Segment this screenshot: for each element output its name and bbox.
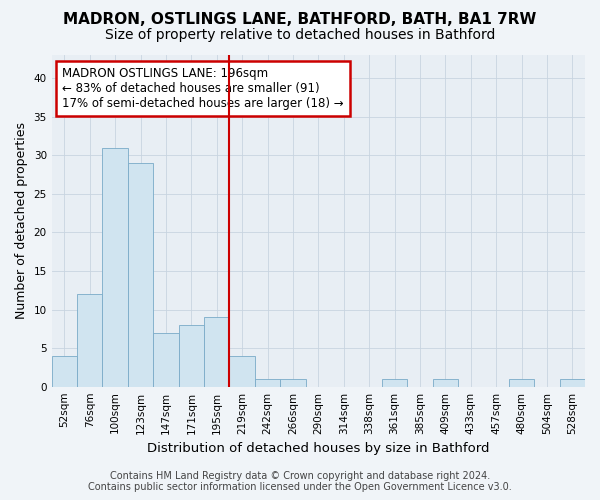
X-axis label: Distribution of detached houses by size in Bathford: Distribution of detached houses by size … [147,442,490,455]
Bar [229,356,255,386]
Bar [103,148,128,386]
Bar [280,379,305,386]
Bar [433,379,458,386]
Text: MADRON, OSTLINGS LANE, BATHFORD, BATH, BA1 7RW: MADRON, OSTLINGS LANE, BATHFORD, BATH, B… [64,12,536,28]
Bar [204,318,229,386]
Bar [255,379,280,386]
Bar [509,379,534,386]
Bar [77,294,103,386]
Y-axis label: Number of detached properties: Number of detached properties [15,122,28,320]
Bar [153,332,179,386]
Bar [128,163,153,386]
Text: Size of property relative to detached houses in Bathford: Size of property relative to detached ho… [105,28,495,42]
Bar [52,356,77,386]
Bar [560,379,585,386]
Bar [382,379,407,386]
Text: Contains HM Land Registry data © Crown copyright and database right 2024.
Contai: Contains HM Land Registry data © Crown c… [88,471,512,492]
Text: MADRON OSTLINGS LANE: 196sqm
← 83% of detached houses are smaller (91)
17% of se: MADRON OSTLINGS LANE: 196sqm ← 83% of de… [62,66,344,110]
Bar [179,325,204,386]
